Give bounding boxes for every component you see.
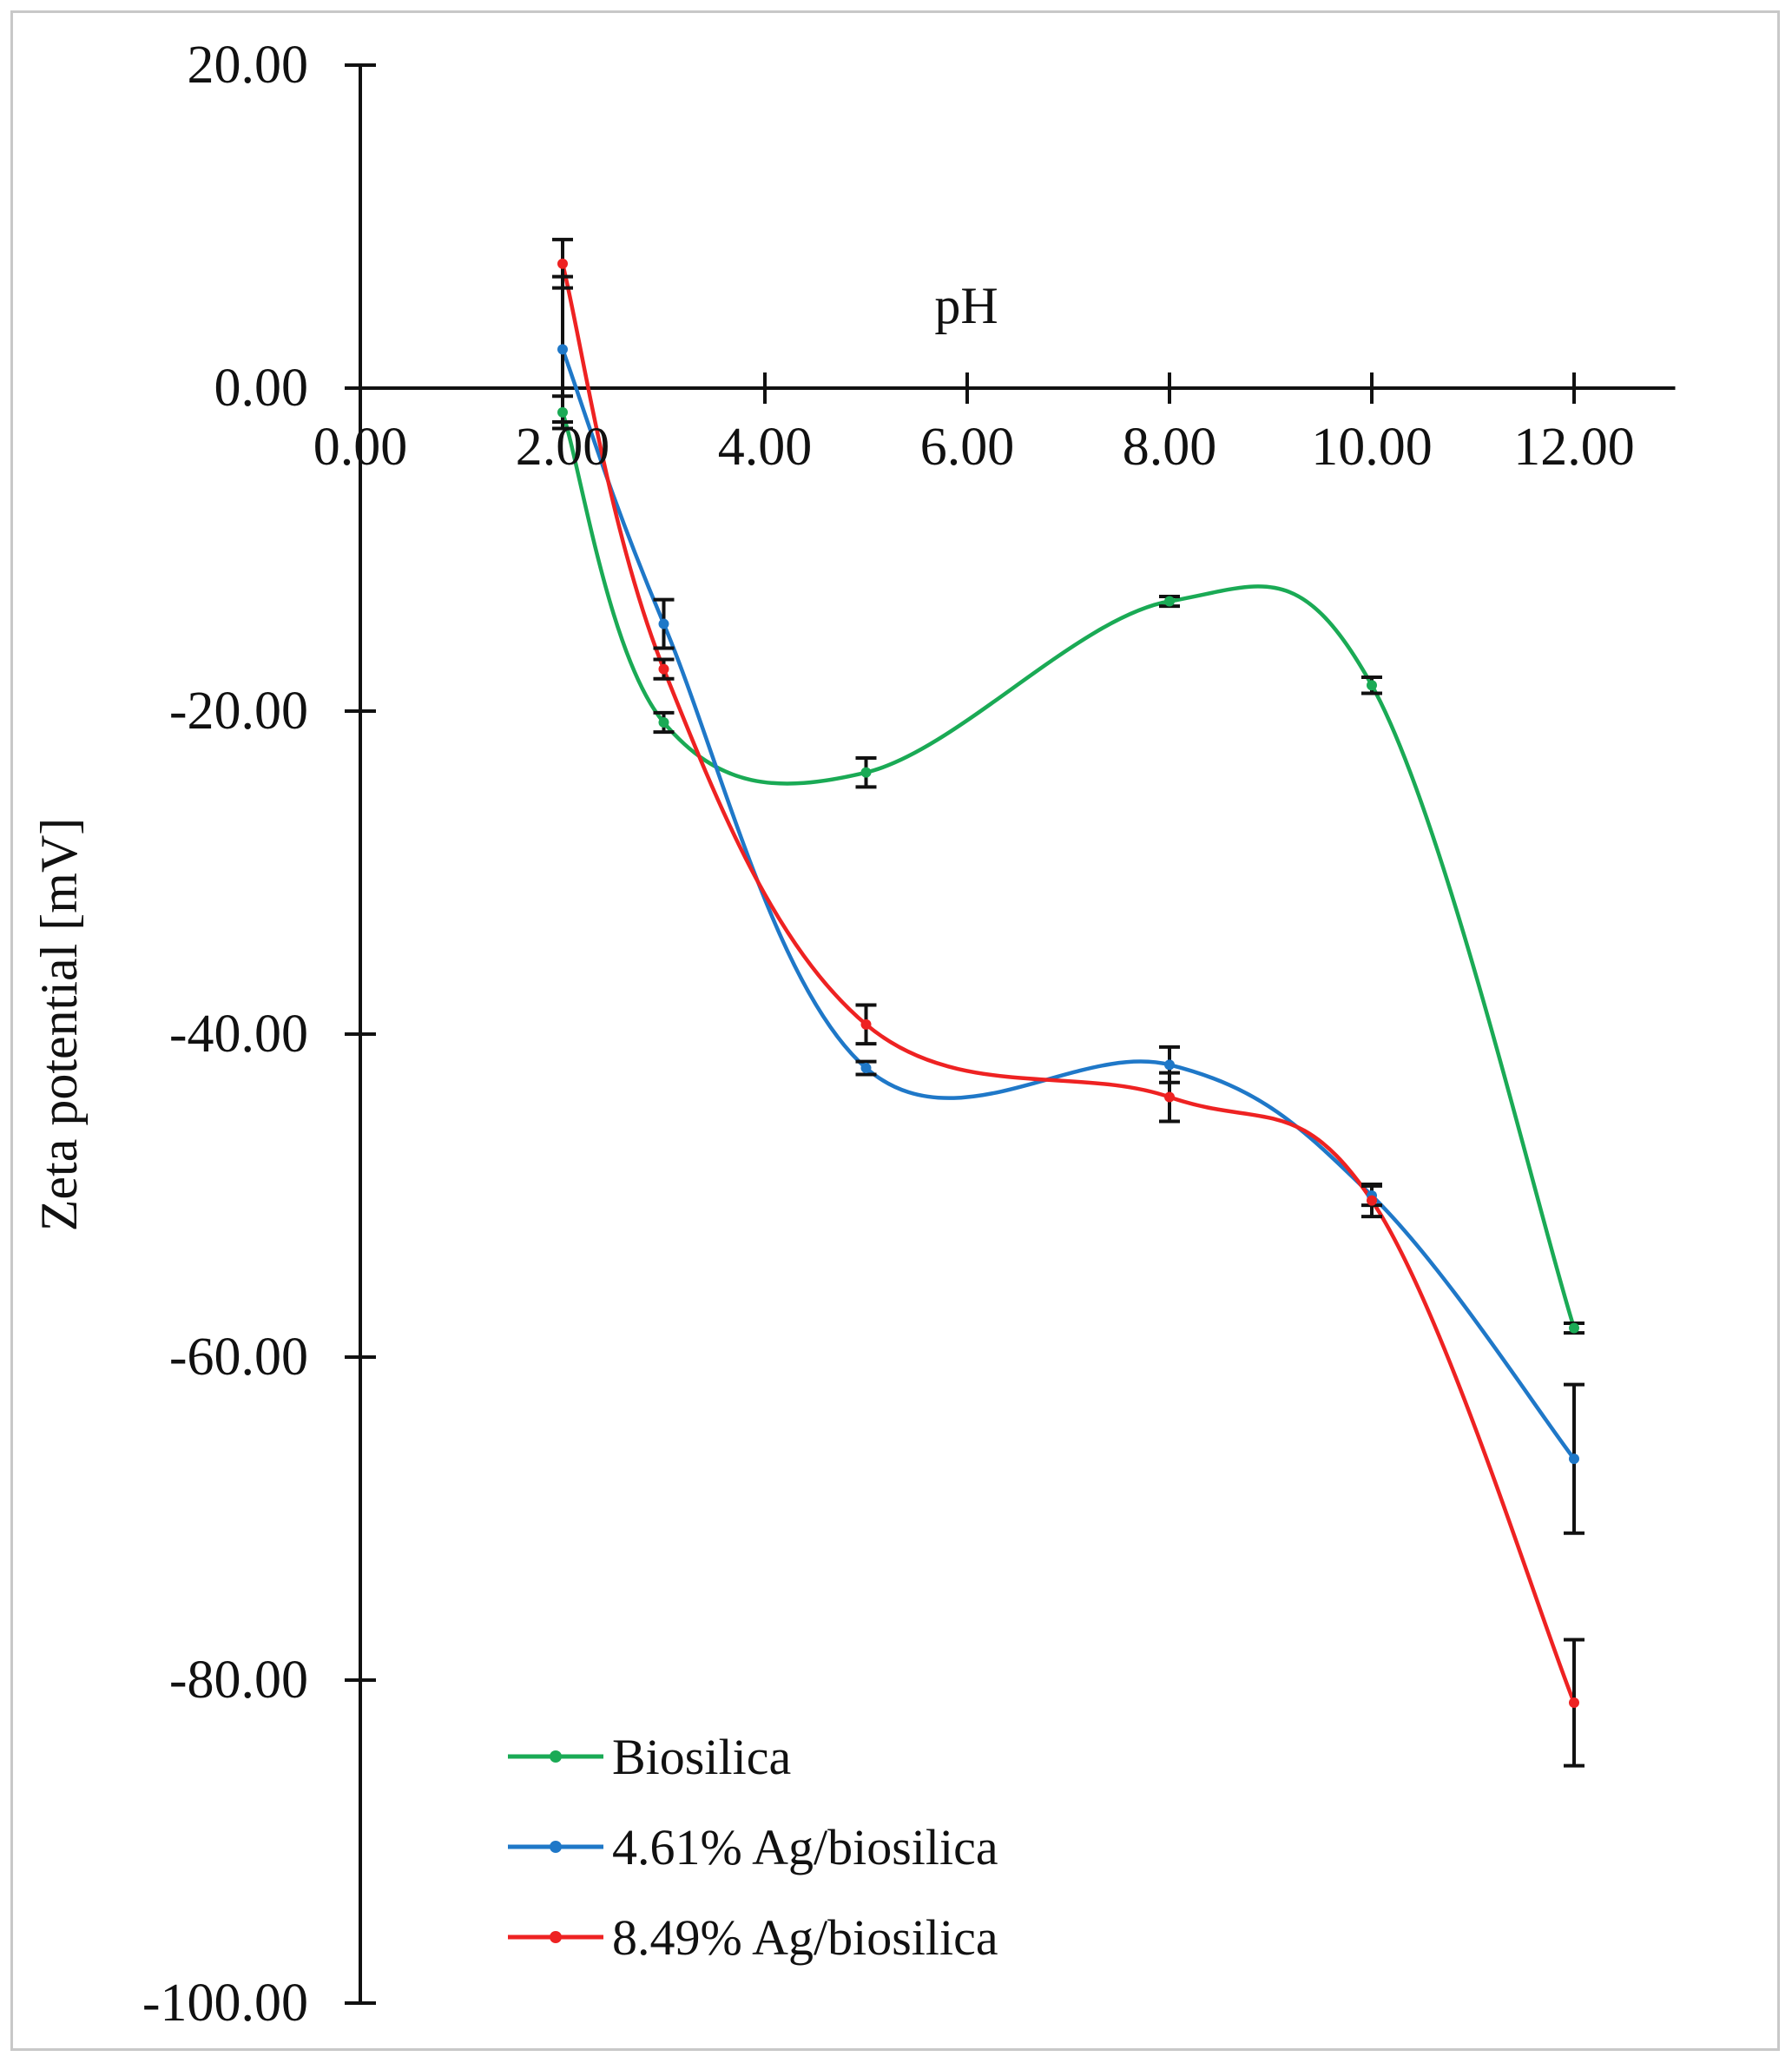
- y-tick-label: -80.00: [169, 1651, 308, 1710]
- data-point: [1164, 1059, 1175, 1071]
- legend-label: 4.61% Ag/biosilica: [612, 1819, 998, 1875]
- series-line-3: [560, 263, 1577, 1704]
- legend-label: Biosilica: [612, 1729, 791, 1785]
- x-axis-title: pH: [934, 277, 998, 334]
- legend-marker: [550, 1931, 562, 1943]
- y-tick-label: -60.00: [169, 1328, 308, 1387]
- data-point: [1164, 1091, 1175, 1103]
- x-tick-label: 2.00: [516, 418, 610, 477]
- data-point: [1164, 596, 1175, 607]
- y-tick-label: -40.00: [169, 1005, 308, 1064]
- x-tick-label: 8.00: [1123, 418, 1217, 477]
- y-tick-label: -100.00: [142, 1974, 308, 2033]
- data-point: [1569, 1322, 1579, 1334]
- chart-frame: [10, 10, 1780, 2051]
- tick-labels: 20.00 0.00 -20.00 -40.00 -60.00 -80.00 -100.00…: [142, 36, 1635, 2033]
- data-point: [860, 1063, 872, 1074]
- data-point: [557, 406, 568, 418]
- y-tick-label: 20.00: [188, 36, 309, 95]
- legend-marker: [550, 1750, 562, 1763]
- data-point: [557, 344, 568, 355]
- data-point: [860, 767, 872, 778]
- x-tick-label: 6.00: [920, 418, 1015, 477]
- legend-marker: [550, 1841, 562, 1853]
- data-point: [658, 663, 669, 675]
- axes: [345, 63, 1676, 2005]
- series-line-2: [560, 348, 1576, 1460]
- data-point: [658, 717, 669, 728]
- series-lines: [560, 263, 1577, 1704]
- series-line-1: [560, 412, 1577, 1329]
- data-point: [860, 1018, 872, 1030]
- legend-item: 4.61% Ag/biosilica: [508, 1819, 998, 1875]
- x-tick-label: 12.00: [1513, 418, 1635, 477]
- data-point: [1367, 680, 1377, 691]
- x-tick-label: 4.00: [718, 418, 813, 477]
- y-axis-title: Zeta potential [mV]: [30, 818, 88, 1231]
- data-point: [557, 258, 568, 269]
- y-tick-label: -20.00: [169, 682, 308, 741]
- legend-label: 8.49% Ag/biosilica: [612, 1909, 998, 1966]
- data-markers: [557, 258, 1579, 1709]
- x-tick-label: 0.00: [313, 418, 408, 477]
- data-point: [1569, 1453, 1579, 1465]
- legend-item: Biosilica: [508, 1729, 791, 1785]
- legend: Biosilica 4.61% Ag/biosilica 8.49% Ag/bios…: [508, 1729, 998, 1966]
- legend-item: 8.49% Ag/biosilica: [508, 1909, 998, 1966]
- data-point: [658, 618, 669, 629]
- x-tick-label: 10.00: [1311, 418, 1433, 477]
- y-tick-label: 0.00: [214, 359, 309, 418]
- data-point: [1367, 1195, 1377, 1206]
- data-point: [1569, 1697, 1579, 1709]
